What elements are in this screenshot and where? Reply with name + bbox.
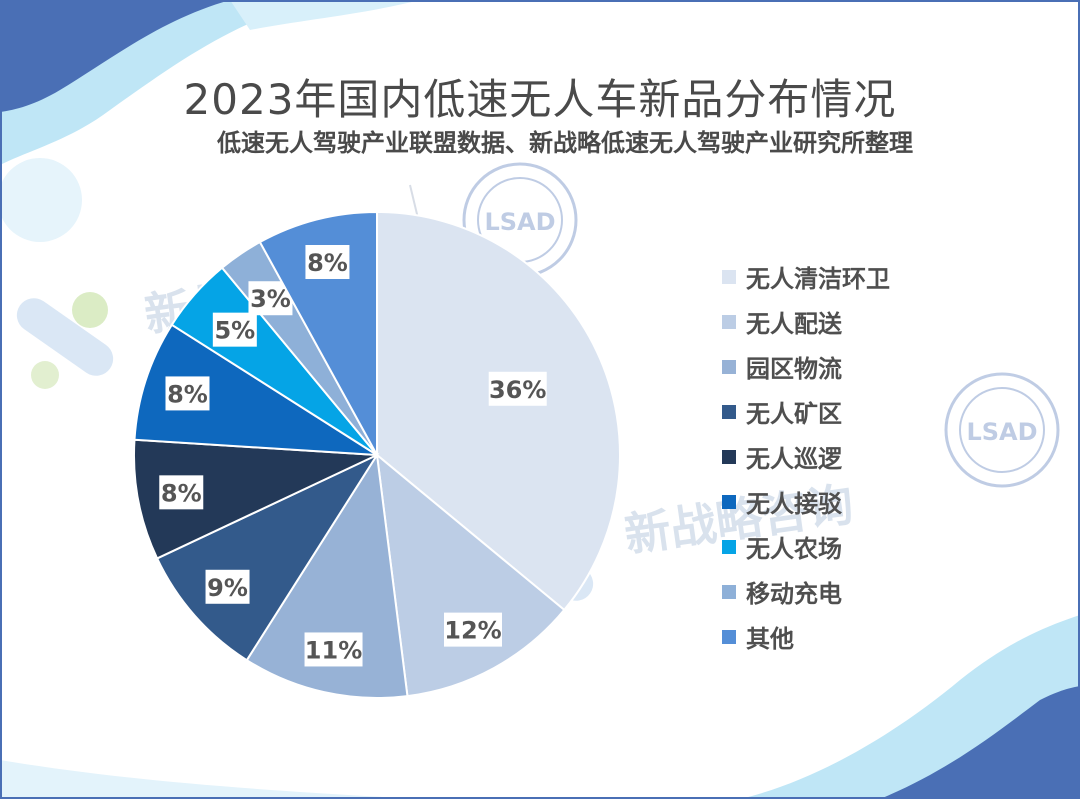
seal-logo-1: LSAD (462, 162, 578, 278)
pie-slice (133, 323, 378, 456)
legend-item: 其他 (722, 614, 1022, 659)
legend-item: 园区物流 (722, 344, 1022, 389)
data-label: 8% (167, 380, 208, 408)
data-label: 12% (444, 617, 501, 645)
data-label: 9% (207, 574, 248, 602)
legend-item: 无人巡逻 (722, 434, 1022, 479)
legend-item: 无人配送 (722, 299, 1022, 344)
legend-label: 移动充电 (746, 580, 842, 608)
pie-slice (376, 210, 621, 612)
data-label-background (305, 245, 350, 280)
legend-swatch (722, 359, 736, 374)
pie-slice (133, 438, 378, 560)
legend-label: 其他 (746, 625, 794, 653)
data-label: 8% (307, 249, 348, 277)
legend-swatch (722, 404, 736, 419)
watermark-pill-1 (16, 298, 114, 376)
top-band (230, 0, 420, 30)
legend-label: 无人巡逻 (746, 445, 842, 473)
pie-slice (155, 452, 380, 662)
legend-item: 无人接驳 (722, 479, 1022, 524)
legend-item: 移动充电 (722, 569, 1022, 614)
chart-subtitle: 低速无人驾驶产业联盟数据、新战略低速无人驾驶产业研究所整理 (217, 129, 913, 157)
bottom-left-band (0, 760, 420, 799)
data-label: 5% (214, 317, 255, 345)
data-label: 3% (250, 285, 291, 313)
legend-label: 园区物流 (746, 355, 842, 383)
legend-swatch (722, 629, 736, 644)
watermark-circle-2 (31, 361, 59, 389)
data-label-background (159, 475, 204, 510)
legend-label: 无人矿区 (746, 400, 842, 428)
seal-logo-2: LSAD (944, 372, 1060, 488)
pie-slice (375, 452, 566, 698)
data-label-background (205, 569, 250, 604)
data-label-background (212, 312, 257, 347)
svg-text:LSAD: LSAD (966, 418, 1037, 446)
top-left-wave-dark (0, 0, 230, 112)
legend-swatch (722, 449, 736, 464)
svg-text:LSAD: LSAD (484, 208, 555, 236)
dot-pattern-left (0, 158, 82, 242)
legend-swatch (722, 269, 736, 284)
legend-item: 无人矿区 (722, 389, 1022, 434)
data-label-background (488, 371, 547, 406)
legend-swatch (722, 494, 736, 509)
legend-swatch (722, 584, 736, 599)
bottom-right-wave-dark (880, 686, 1080, 799)
data-label: 8% (161, 479, 202, 507)
pie-slice (245, 452, 409, 699)
legend: 无人清洁环卫 无人配送园区物流无人矿区无人巡逻无人接驳无人农场移动充电其他 (722, 254, 1022, 659)
data-label-background (165, 376, 210, 411)
legend-label: 无人农场 (746, 535, 842, 563)
data-label: 36% (489, 376, 546, 404)
data-label-background (304, 632, 363, 667)
legend-label: 无人清洁环卫 (746, 265, 890, 293)
data-label-background (443, 612, 502, 647)
data-label: 11% (305, 636, 362, 664)
legend-label: 无人配送 (746, 310, 842, 338)
chart-title: 2023年国内低速无人车新品分布情况 (183, 75, 897, 124)
legend-swatch (722, 539, 736, 554)
watermark-circle-1 (72, 292, 108, 328)
legend-label: 无人接驳 (746, 490, 842, 518)
legend-item: 无人农场 (722, 524, 1022, 569)
legend-item: 无人清洁环卫 (722, 254, 1022, 299)
legend-swatch (722, 314, 736, 329)
